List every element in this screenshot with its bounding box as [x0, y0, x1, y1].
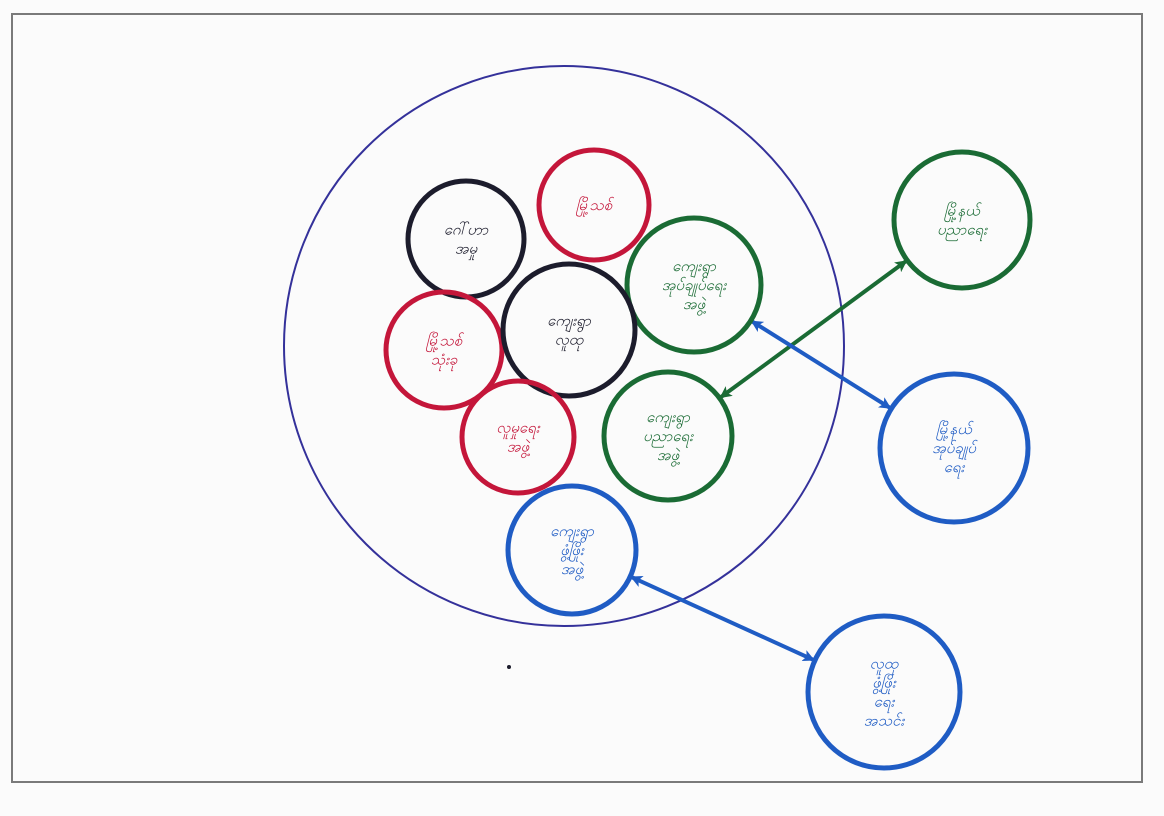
node-label: လူမှုရေးအဖွဲ့ — [496, 418, 540, 458]
node-ring — [536, 147, 652, 263]
node-red-top: မြို့သစ် — [536, 147, 652, 263]
node-label: မြို့နယ်ပညာရေး — [937, 201, 988, 241]
page-frame — [11, 13, 1143, 783]
arrow-blue-inner-to-blue-bottom — [630, 575, 815, 662]
node-green-mid: ကျေးရွာပညာရေးအဖွဲ့ — [601, 369, 735, 503]
node-label: ကျေးရွာအုပ်ချုပ်ရေးအဖွဲ့ — [662, 257, 728, 316]
node-black-top: ဂေါ်ဟာအမှု — [405, 178, 527, 300]
node-ring — [383, 289, 505, 411]
node-red-left: မြို့သစ်သုံးခု — [383, 289, 505, 411]
node-label: မြို့နယ်အုပ်ချုပ်ရေး — [932, 420, 978, 479]
node-green-right: မြို့နယ်ပညာရေး — [891, 149, 1033, 291]
node-label: မြို့သစ် — [576, 196, 615, 217]
node-label: ကျေးရွာလူထု — [547, 311, 592, 351]
node-green-top: ကျေးရွာအုပ်ချုပ်ရေးအဖွဲ့ — [624, 215, 764, 355]
node-label: မြို့သစ်သုံးခု — [426, 331, 465, 371]
node-blue-bottom: လူထုဖွံ့ဖြိုးရေးအသင်း — [805, 613, 963, 771]
stray-dot — [507, 665, 511, 669]
node-label: ဂေါ်ဟာအမှု — [444, 220, 489, 260]
node-label: လူထုဖွံ့ဖြိုးရေးအသင်း — [864, 654, 906, 729]
nodes-layer: ဂေါ်ဟာအမှု မြို့သစ်ကျေးရွာအုပ်ချုပ်ရေးအဖွ… — [383, 147, 1033, 771]
node-blue-right: မြို့နယ်အုပ်ချုပ်ရေး — [877, 371, 1031, 525]
node-center: ကျေးရွာလူထု — [500, 261, 638, 399]
node-ring — [891, 149, 1033, 291]
node-label: ကျေးရွာဖွံ့ဖြိုးအဖွဲ့ — [550, 522, 595, 581]
arrow-green-top-to-blue-right — [750, 319, 892, 410]
node-ring — [459, 378, 577, 496]
node-ring — [805, 613, 963, 771]
edges-layer — [630, 259, 908, 662]
node-ring — [877, 371, 1031, 525]
node-red-bottom: လူမှုရေးအဖွဲ့ — [459, 378, 577, 496]
node-ring — [505, 483, 639, 617]
node-blue-inner: ကျေးရွာဖွံ့ဖြိုးအဖွဲ့ — [505, 483, 639, 617]
node-ring — [500, 261, 638, 399]
node-ring — [601, 369, 735, 503]
node-ring — [624, 215, 764, 355]
node-label: ကျေးရွာပညာရေးအဖွဲ့ — [643, 408, 694, 467]
arrow-green-right-to-green-mid — [719, 259, 908, 399]
